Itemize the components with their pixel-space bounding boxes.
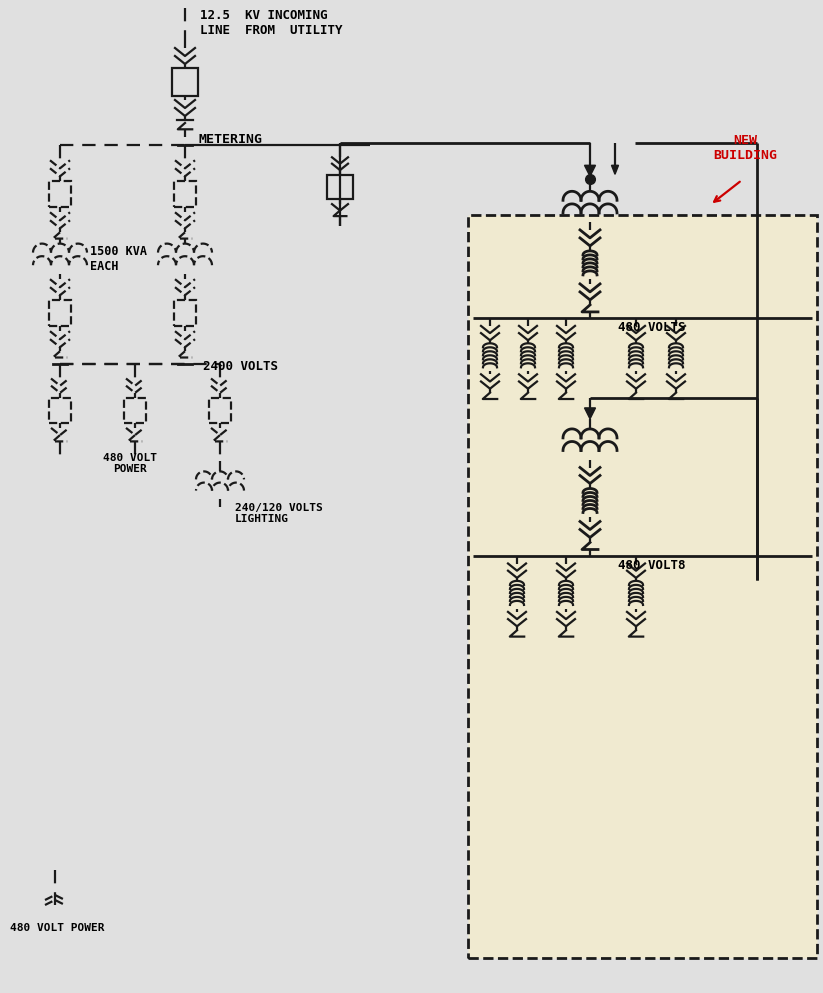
Bar: [174, 182, 196, 208]
Polygon shape: [584, 165, 596, 177]
Bar: [124, 398, 146, 423]
Text: 480 VOLT8: 480 VOLT8: [618, 559, 686, 572]
Bar: [172, 68, 198, 96]
Bar: [209, 398, 231, 423]
Text: 12.5  KV INCOMING
LINE  FROM  UTILITY: 12.5 KV INCOMING LINE FROM UTILITY: [200, 9, 342, 37]
Text: 480 VOLT POWER: 480 VOLT POWER: [10, 923, 105, 933]
Bar: [327, 175, 353, 200]
Text: METERING: METERING: [199, 133, 263, 146]
Bar: [468, 215, 817, 958]
Text: 1500 KVA
EACH: 1500 KVA EACH: [90, 245, 147, 273]
Polygon shape: [584, 408, 596, 419]
Text: 2400 VOLTS: 2400 VOLTS: [203, 360, 278, 373]
Bar: [49, 300, 71, 326]
Text: 480 VOLTS: 480 VOLTS: [618, 322, 686, 335]
Text: 480 VOLT
POWER: 480 VOLT POWER: [103, 453, 157, 475]
Bar: [174, 300, 196, 326]
Polygon shape: [611, 165, 619, 175]
Bar: [49, 398, 71, 423]
Text: 240/120 VOLTS
LIGHTING: 240/120 VOLTS LIGHTING: [235, 502, 323, 524]
Text: NEW
BUILDING: NEW BUILDING: [713, 134, 777, 162]
Bar: [49, 182, 71, 208]
